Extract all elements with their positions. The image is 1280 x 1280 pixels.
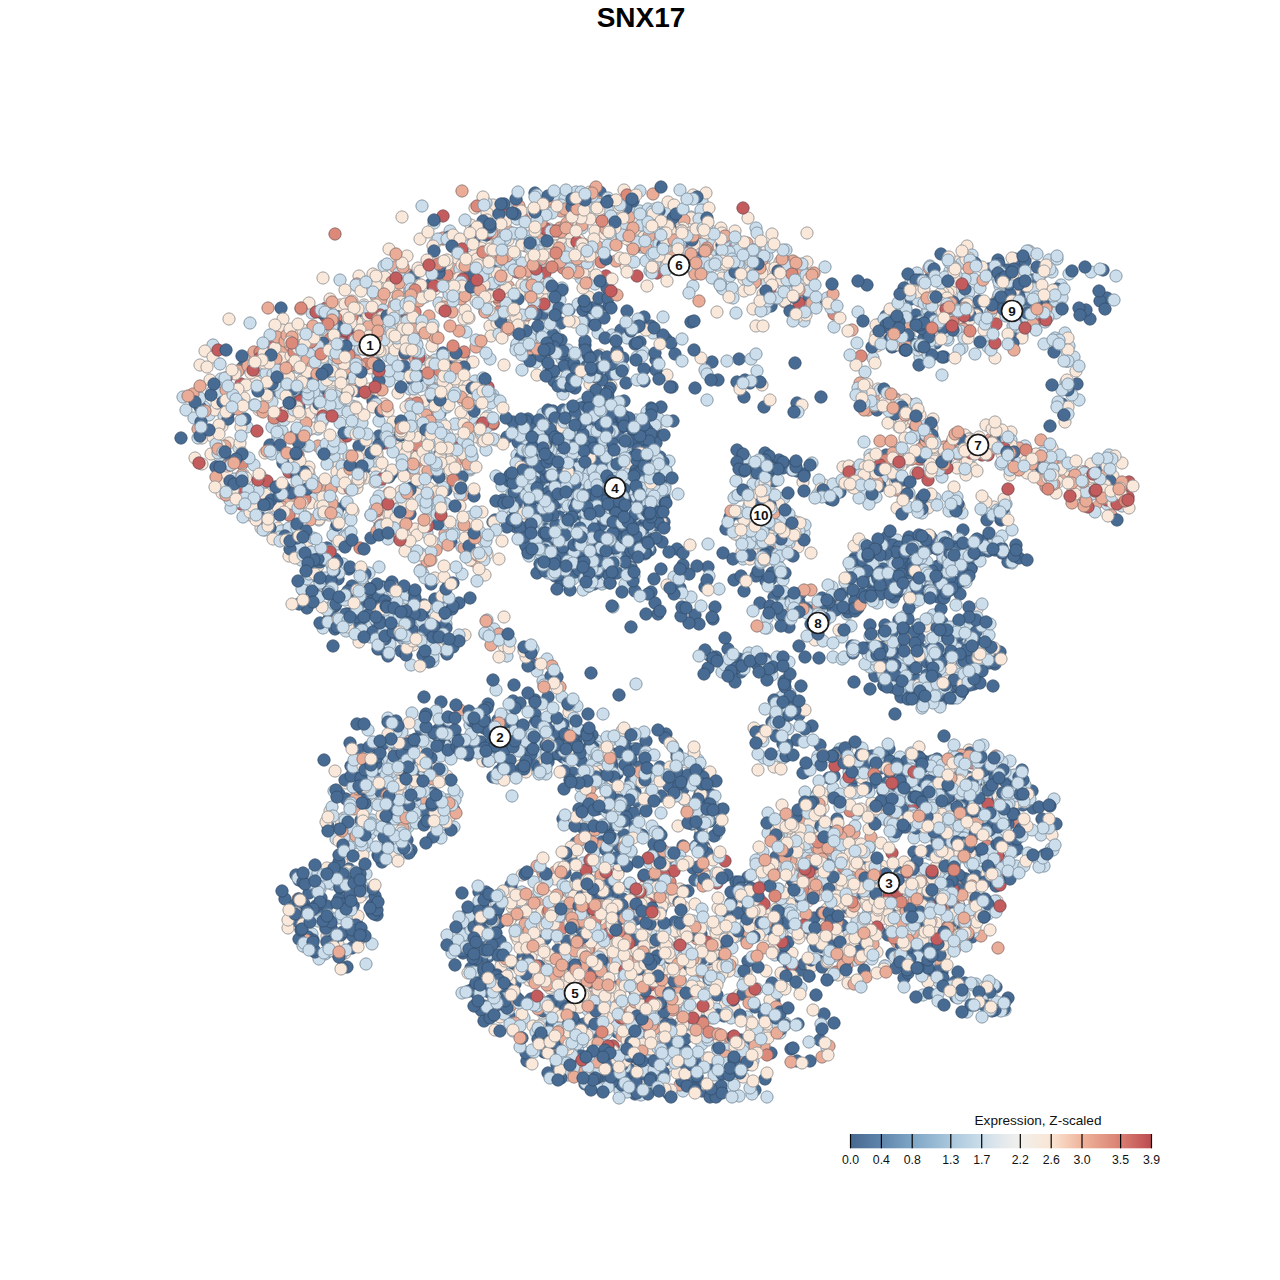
svg-text:Expression, Z-scaled: Expression, Z-scaled (975, 1113, 1102, 1128)
svg-text:5: 5 (571, 986, 579, 1001)
svg-text:7: 7 (974, 438, 982, 453)
svg-text:6: 6 (675, 258, 683, 273)
svg-text:2: 2 (496, 730, 504, 745)
svg-text:10: 10 (753, 508, 768, 523)
svg-text:0.8: 0.8 (904, 1153, 921, 1167)
svg-text:0.4: 0.4 (873, 1153, 890, 1167)
svg-text:3.0: 3.0 (1073, 1153, 1090, 1167)
svg-text:1: 1 (366, 338, 374, 353)
svg-text:2.2: 2.2 (1012, 1153, 1029, 1167)
svg-text:3.9: 3.9 (1143, 1153, 1160, 1167)
svg-text:4: 4 (611, 481, 619, 496)
svg-text:3: 3 (885, 876, 893, 891)
svg-text:SNX17: SNX17 (597, 2, 686, 33)
svg-text:1.7: 1.7 (973, 1153, 990, 1167)
svg-text:3.5: 3.5 (1112, 1153, 1129, 1167)
svg-text:0.0: 0.0 (842, 1153, 859, 1167)
svg-text:1.3: 1.3 (942, 1153, 959, 1167)
svg-text:8: 8 (814, 616, 822, 631)
svg-text:2.6: 2.6 (1043, 1153, 1060, 1167)
svg-text:9: 9 (1008, 304, 1016, 319)
